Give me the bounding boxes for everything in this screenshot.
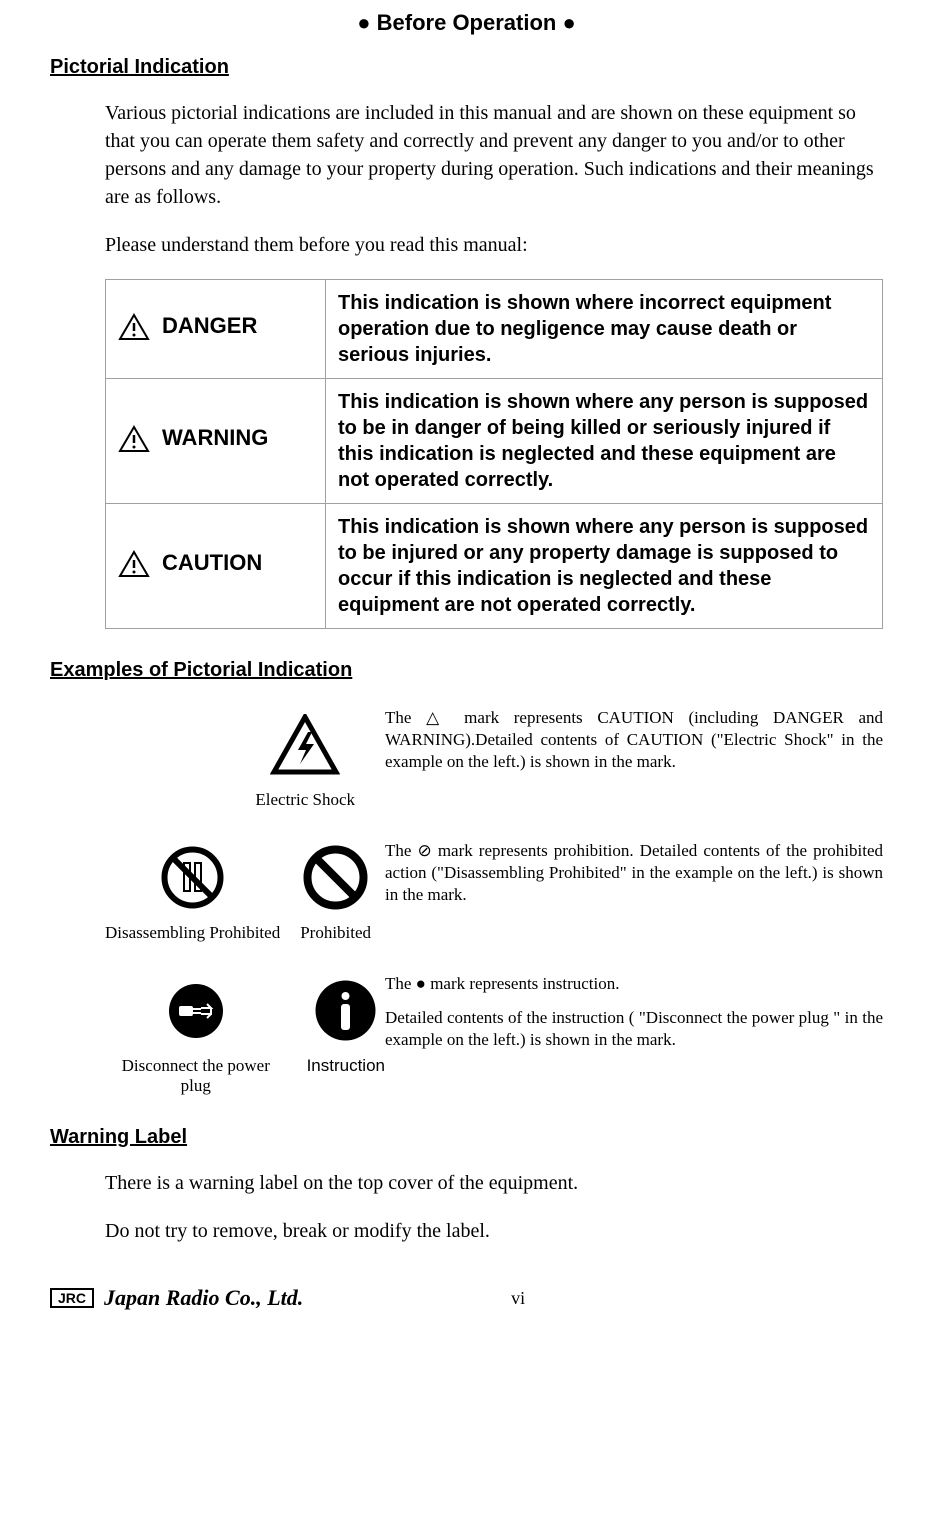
disconnect-plug-icon-block: Disconnect the power plug bbox=[105, 973, 287, 1096]
caution-triangle-icon bbox=[118, 550, 150, 583]
warning-label-p1: There is a warning label on the top cove… bbox=[105, 1169, 883, 1197]
warning-triangle-icon bbox=[118, 425, 150, 458]
jrc-logo-box: JRC bbox=[50, 1288, 94, 1308]
example-desc-3-p1: The ● mark represents instruction. bbox=[385, 973, 883, 995]
example-row-1: Electric Shock The △ mark represents CAU… bbox=[105, 707, 883, 810]
disassembling-prohibited-icon bbox=[160, 845, 225, 910]
electric-shock-icon bbox=[270, 714, 340, 776]
example-row-2: Disassembling Prohibited Prohibited The … bbox=[105, 840, 883, 943]
instruction-label: Instruction bbox=[307, 1056, 385, 1076]
section-heading-pictorial: Pictorial Indication bbox=[50, 56, 883, 79]
danger-desc: This indication is shown where incorrect… bbox=[326, 280, 883, 379]
electric-shock-label: Electric Shock bbox=[255, 790, 355, 810]
page-footer: JRC Japan Radio Co., Ltd. vi bbox=[50, 1285, 883, 1311]
warning-label-p2: Do not try to remove, break or modify th… bbox=[105, 1217, 883, 1245]
section-heading-warning-label: Warning Label bbox=[50, 1126, 883, 1149]
disassembling-prohibited-icon-block: Disassembling Prohibited bbox=[105, 840, 280, 943]
warning-table: DANGER This indication is shown where in… bbox=[105, 279, 883, 629]
prohibited-icon-block: Prohibited bbox=[300, 840, 371, 943]
page-title: ● Before Operation ● bbox=[50, 10, 883, 36]
table-row: WARNING This indication is shown where a… bbox=[106, 379, 883, 504]
warning-label: WARNING bbox=[162, 425, 268, 450]
disconnect-plug-label: Disconnect the power plug bbox=[105, 1056, 287, 1096]
danger-label: DANGER bbox=[162, 313, 257, 338]
example-desc-2: The ⊘ mark represents prohibition. Detai… bbox=[385, 840, 883, 906]
pictorial-paragraph-1: Various pictorial indications are includ… bbox=[105, 99, 883, 211]
pictorial-paragraph-2: Please understand them before you read t… bbox=[105, 231, 883, 259]
disconnect-plug-icon bbox=[167, 982, 225, 1040]
disassembling-prohibited-label: Disassembling Prohibited bbox=[105, 923, 280, 943]
example-row-3: Disconnect the power plug Instruction Th… bbox=[105, 973, 883, 1096]
electric-shock-icon-block: Electric Shock bbox=[255, 707, 355, 810]
caution-desc: This indication is shown where any perso… bbox=[326, 504, 883, 629]
danger-triangle-icon bbox=[118, 313, 150, 346]
table-row: DANGER This indication is shown where in… bbox=[106, 280, 883, 379]
example-desc-1: The △ mark represents CAUTION (including… bbox=[385, 707, 883, 773]
page-number: vi bbox=[153, 1288, 883, 1309]
caution-label: CAUTION bbox=[162, 550, 262, 575]
instruction-icon bbox=[313, 978, 378, 1043]
example-desc-3-p2: Detailed contents of the instruction ( "… bbox=[385, 1007, 883, 1051]
table-row: CAUTION This indication is shown where a… bbox=[106, 504, 883, 629]
prohibited-icon bbox=[303, 845, 368, 910]
warning-desc: This indication is shown where any perso… bbox=[326, 379, 883, 504]
instruction-icon-block: Instruction bbox=[307, 973, 385, 1096]
section-heading-examples: Examples of Pictorial Indication bbox=[50, 659, 883, 682]
example-desc-3: The ● mark represents instruction. Detai… bbox=[385, 973, 883, 1063]
prohibited-label: Prohibited bbox=[300, 923, 371, 943]
